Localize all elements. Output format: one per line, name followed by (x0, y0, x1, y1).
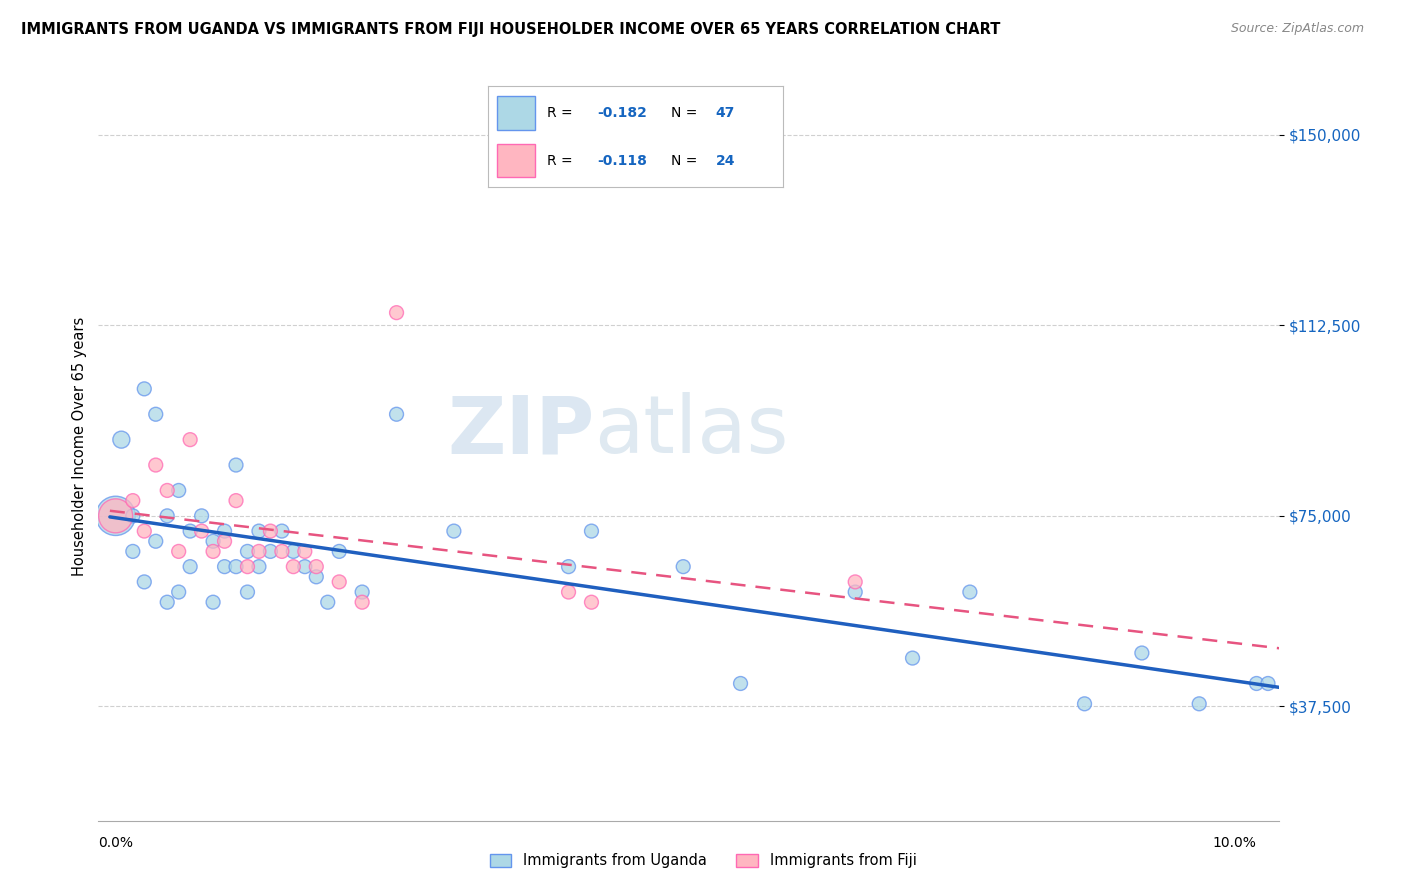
Point (259, 524, 281, 538)
Point (259, 544, 281, 558)
Point (190, 524, 212, 538)
Point (156, 595, 179, 609)
Point (385, 407, 408, 421)
Text: 0.0%: 0.0% (98, 836, 134, 850)
Point (104, 508, 127, 523)
Point (352, 595, 374, 609)
Point (247, 524, 270, 538)
Point (145, 534, 167, 549)
Point (844, 574, 866, 589)
Point (236, 585, 259, 599)
Point (134, 524, 156, 538)
Point (179, 433, 201, 447)
Point (145, 458, 167, 472)
Text: ZIP: ZIP (447, 392, 595, 470)
Point (225, 493, 247, 508)
Point (294, 544, 316, 558)
Point (672, 559, 695, 574)
Point (959, 585, 981, 599)
Point (134, 382, 156, 396)
Point (104, 508, 127, 523)
Point (145, 407, 167, 421)
Point (179, 524, 201, 538)
Point (121, 544, 143, 558)
Point (167, 483, 190, 498)
Point (730, 676, 752, 690)
Point (328, 544, 350, 558)
Point (214, 524, 236, 538)
Point (156, 508, 179, 523)
Point (167, 544, 190, 558)
Point (305, 570, 328, 584)
Point (236, 544, 259, 558)
Point (1257, 676, 1279, 690)
Point (581, 595, 603, 609)
Point (247, 559, 270, 574)
Point (270, 544, 292, 558)
Point (156, 483, 179, 498)
Point (121, 493, 143, 508)
Legend: Immigrants from Uganda, Immigrants from Fiji: Immigrants from Uganda, Immigrants from … (482, 847, 924, 876)
Text: IMMIGRANTS FROM UGANDA VS IMMIGRANTS FROM FIJI HOUSEHOLDER INCOME OVER 65 YEARS : IMMIGRANTS FROM UGANDA VS IMMIGRANTS FRO… (21, 22, 1001, 37)
Point (581, 524, 603, 538)
Point (305, 559, 328, 574)
Point (385, 306, 408, 320)
Point (1246, 676, 1268, 690)
Point (134, 574, 156, 589)
Point (1130, 646, 1153, 660)
Point (190, 508, 212, 523)
Point (225, 559, 247, 574)
Point (225, 458, 247, 472)
Point (202, 534, 225, 549)
Point (167, 585, 190, 599)
Point (202, 595, 225, 609)
Point (844, 585, 866, 599)
Text: 10.0%: 10.0% (1212, 836, 1257, 850)
Point (214, 534, 236, 549)
Point (121, 508, 143, 523)
Point (557, 559, 579, 574)
Point (202, 544, 225, 558)
Point (283, 544, 305, 558)
Point (247, 544, 270, 558)
Point (214, 559, 236, 574)
Point (270, 524, 292, 538)
Point (557, 585, 579, 599)
Point (316, 595, 339, 609)
Y-axis label: Householder Income Over 65 years: Householder Income Over 65 years (72, 317, 87, 575)
Point (901, 651, 924, 665)
Point (283, 559, 305, 574)
Point (294, 559, 316, 574)
Point (110, 433, 132, 447)
Text: atlas: atlas (595, 392, 789, 470)
Point (352, 585, 374, 599)
Text: Source: ZipAtlas.com: Source: ZipAtlas.com (1230, 22, 1364, 36)
Point (443, 524, 465, 538)
Point (1073, 697, 1095, 711)
Point (236, 559, 259, 574)
Point (1188, 697, 1211, 711)
Point (179, 559, 201, 574)
Point (328, 574, 350, 589)
